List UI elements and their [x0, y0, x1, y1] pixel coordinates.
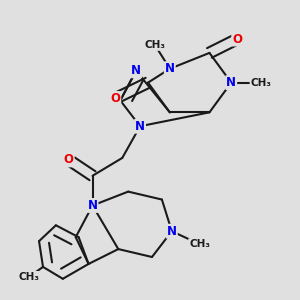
Text: CH₃: CH₃	[250, 78, 272, 88]
Text: N: N	[165, 62, 175, 75]
Text: CH₃: CH₃	[145, 40, 166, 50]
Text: N: N	[135, 120, 145, 133]
Text: O: O	[64, 153, 74, 167]
Text: N: N	[88, 199, 98, 212]
Text: O: O	[110, 92, 120, 105]
Text: CH₃: CH₃	[19, 272, 40, 282]
Text: CH₃: CH₃	[189, 239, 210, 249]
Text: N: N	[167, 225, 177, 238]
Text: O: O	[232, 32, 242, 46]
Text: N: N	[226, 76, 236, 89]
Text: N: N	[131, 64, 141, 77]
